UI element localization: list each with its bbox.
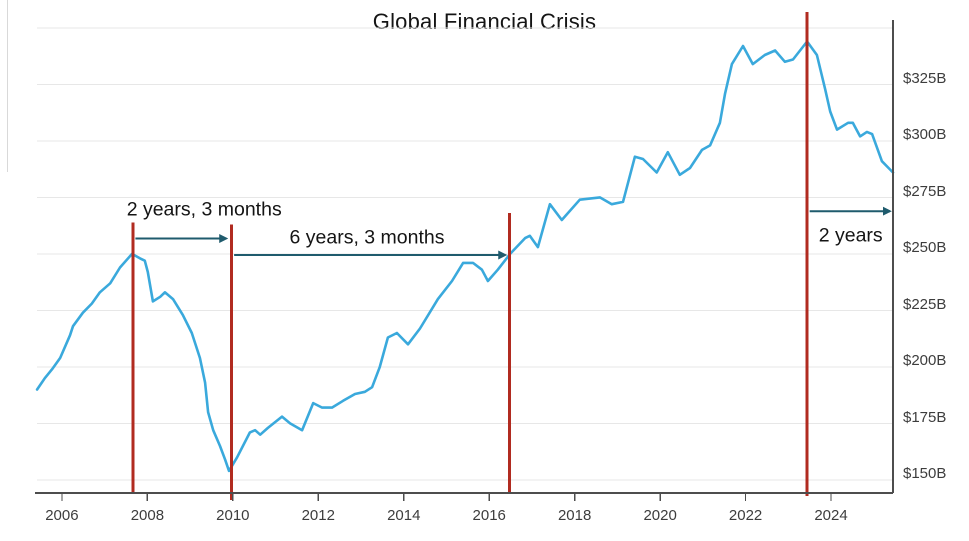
y-tick-label: $250B (903, 239, 947, 257)
y-tick-label: $175B (903, 408, 947, 426)
x-tick-label: 2016 (472, 507, 506, 524)
y-tick-label: $150B (903, 465, 947, 483)
x-tick-label: 2008 (130, 507, 165, 524)
y-tick-label: $225B (903, 295, 947, 313)
x-tick-label: 2018 (557, 507, 592, 524)
y-tick-label: $275B (903, 182, 947, 200)
x-tick-label: 2014 (387, 507, 421, 524)
data-series-line (35, 40, 895, 473)
x-tick-label: 2010 (216, 507, 250, 524)
annotation-label: 6 years, 3 months (289, 226, 445, 249)
x-tick-label: 2022 (728, 507, 763, 524)
annotation-label: 2 years, 3 months (126, 198, 282, 221)
x-tick-label: 2020 (643, 507, 677, 524)
x-tick-label: 2006 (45, 507, 79, 524)
chart-title: Global Financial Crisis (372, 9, 597, 34)
x-tick-label: 2012 (301, 507, 335, 524)
y-tick-label: $325B (903, 69, 947, 87)
y-tick-label: $200B (903, 352, 947, 370)
y-tick-label: $300B (903, 126, 947, 144)
x-tick-label: 2024 (814, 507, 848, 524)
annotation-label: 2 years (818, 224, 883, 247)
